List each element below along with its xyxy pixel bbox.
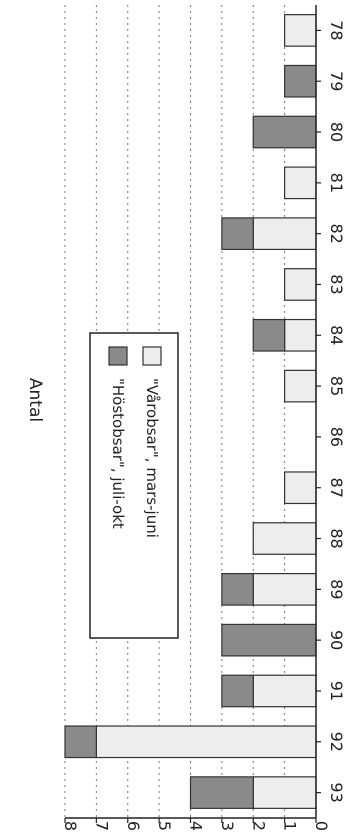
bar-varobsar bbox=[284, 14, 317, 47]
value-tick-label: 8 bbox=[61, 821, 80, 831]
bar-varobsar bbox=[252, 776, 317, 809]
bar-varobsar bbox=[284, 166, 317, 200]
bar-varobsar bbox=[252, 217, 317, 251]
category-tick-label: 87 bbox=[327, 478, 346, 498]
value-tick-label: 4 bbox=[187, 821, 206, 831]
bar-varobsar bbox=[284, 268, 317, 301]
legend: "Höstobsar", juli-okt "Vårobsar", mars-ju… bbox=[89, 332, 179, 639]
category-tick-label: 93 bbox=[327, 782, 346, 802]
category-tick-label: 79 bbox=[327, 71, 346, 91]
bar-hostobsar bbox=[221, 623, 317, 657]
legend-varobsar-label: "Vårobsar", mars-juni bbox=[143, 378, 161, 538]
bar-varobsar bbox=[95, 725, 317, 759]
bar-hostobsar bbox=[252, 115, 317, 149]
bar-varobsar bbox=[284, 318, 317, 352]
category-tick-label: 89 bbox=[327, 579, 346, 599]
value-tick-label: 2 bbox=[249, 821, 268, 831]
value-tick-label: 5 bbox=[155, 821, 174, 831]
y-axis-label: Antal bbox=[25, 378, 45, 422]
bar-varobsar bbox=[284, 369, 317, 403]
category-tick-label: 92 bbox=[327, 732, 346, 752]
bars bbox=[64, 14, 317, 809]
bar-hostobsar bbox=[284, 64, 317, 98]
category-tick-labels: 78 79 80 81 82 83 84 85 86 87 88 89 90 91 92 93 bbox=[316, 20, 346, 803]
category-tick-label: 81 bbox=[327, 173, 346, 193]
category-tick-label: 80 bbox=[327, 122, 346, 142]
value-tick-label: 1 bbox=[281, 821, 300, 831]
legend-hostobsar-label: "Höstobsar", juli-okt bbox=[109, 378, 127, 529]
legend-box bbox=[89, 332, 179, 639]
bar-hostobsar bbox=[221, 217, 254, 251]
bar-hostobsar bbox=[221, 572, 254, 606]
value-tick-label: 6 bbox=[124, 821, 143, 831]
category-tick-label: 83 bbox=[327, 274, 346, 294]
bar-hostobsar bbox=[64, 725, 97, 759]
category-tick-label: 78 bbox=[327, 20, 346, 40]
value-tick-labels: 0 1 2 3 4 5 6 7 8 bbox=[61, 818, 331, 831]
bar-hostobsar bbox=[189, 776, 254, 809]
category-tick-label: 82 bbox=[327, 223, 346, 243]
bar-hostobsar bbox=[252, 318, 286, 352]
legend-varobsar-swatch bbox=[142, 346, 162, 366]
value-tick-label: 7 bbox=[92, 821, 111, 831]
bar-varobsar bbox=[284, 471, 317, 505]
bar-varobsar bbox=[252, 674, 317, 708]
category-tick-label: 88 bbox=[327, 528, 346, 548]
category-tick-label: 85 bbox=[327, 376, 346, 396]
category-tick-label: 84 bbox=[327, 325, 346, 345]
category-tick-label: 90 bbox=[327, 630, 346, 650]
bar-varobsar bbox=[252, 572, 317, 606]
bar-varobsar bbox=[252, 522, 317, 555]
value-tick-label: 0 bbox=[312, 821, 331, 831]
legend-hostobsar-swatch bbox=[108, 346, 128, 366]
category-tick-label: 91 bbox=[327, 681, 346, 701]
category-tick-label: 86 bbox=[327, 427, 346, 447]
value-tick-label: 3 bbox=[218, 821, 237, 831]
bar-hostobsar bbox=[221, 674, 254, 708]
